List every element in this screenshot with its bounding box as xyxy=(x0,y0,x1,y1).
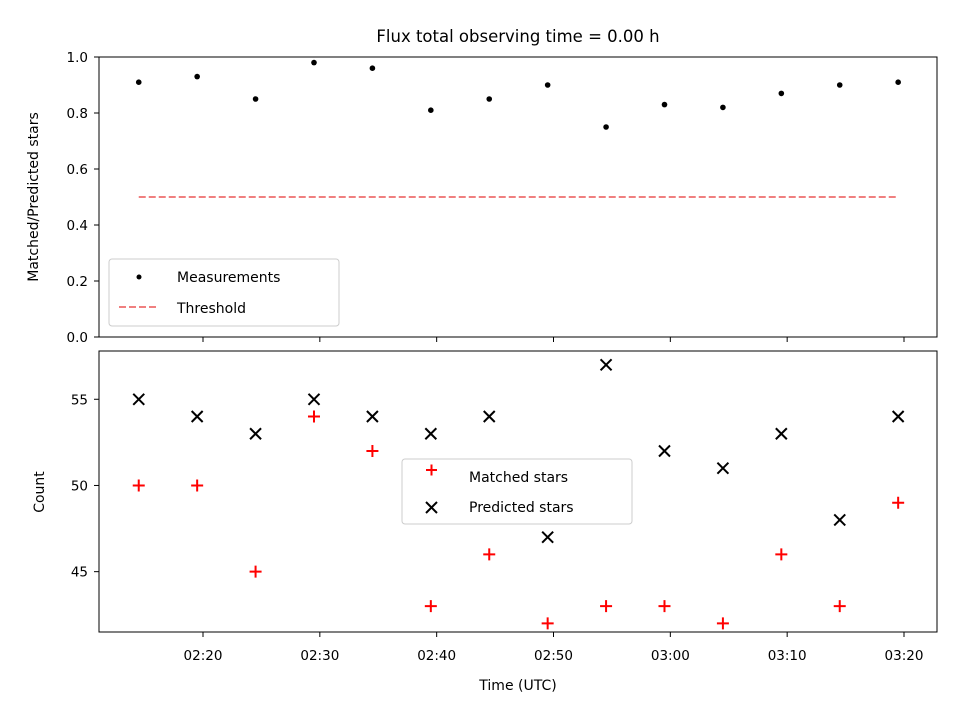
predicted-star-point xyxy=(541,530,554,544)
legend-matched-marker xyxy=(426,464,437,476)
bottom-y-tick-label: 55 xyxy=(71,392,88,408)
x-axis-label: Time (UTC) xyxy=(478,678,556,694)
top-y-tick-label: 0.4 xyxy=(67,218,88,234)
measurement-point xyxy=(836,82,843,88)
x-tick-label: 03:10 xyxy=(768,648,807,664)
x-tick-label: 02:20 xyxy=(184,648,223,664)
x-tick-label: 02:50 xyxy=(534,648,573,664)
matched-star-point xyxy=(775,548,788,561)
top-axes-frame xyxy=(98,56,938,338)
measurement-point xyxy=(603,124,609,130)
predicted-star-point xyxy=(366,410,379,423)
legend-measurements-marker xyxy=(136,274,142,280)
predicted-star-point xyxy=(891,410,905,423)
measurement-point xyxy=(778,90,785,97)
predicted-star-point xyxy=(190,410,204,423)
x-tick-label: 02:40 xyxy=(417,648,456,664)
measurement-point xyxy=(544,82,551,88)
top-panel: 0.0 0.2 0.4 0.6 0.8 1.0 Flux total observing … xyxy=(26,27,938,346)
measurement-point xyxy=(428,107,434,113)
matched-star-point xyxy=(892,496,905,509)
measurement-point xyxy=(895,79,901,85)
top-legend-box xyxy=(108,258,340,327)
top-y-tick-label: 0.0 xyxy=(67,330,88,346)
matched-star-point xyxy=(658,600,671,613)
predicted-star-point xyxy=(249,427,262,440)
predicted-star-point xyxy=(833,513,846,527)
matched-star-point xyxy=(249,565,262,578)
top-legend: Measurements Threshold xyxy=(108,258,340,327)
predicted-star-point xyxy=(307,393,321,406)
measurement-point xyxy=(720,104,726,111)
x-tick-label: 03:20 xyxy=(885,648,924,664)
top-y-tick-label: 1.0 xyxy=(67,50,88,66)
legend-predicted-label: Predicted stars xyxy=(469,500,574,516)
bottom-y-axis-label: Count xyxy=(32,471,48,513)
predicted-star-point xyxy=(424,427,438,440)
bottom-y-tick-label: 50 xyxy=(71,478,88,494)
matched-star-point xyxy=(132,479,145,492)
matched-star-point xyxy=(307,410,320,423)
bottom-legend: Matched stars Predicted stars xyxy=(401,458,633,525)
measurement-point xyxy=(252,96,259,102)
predicted-star-point xyxy=(599,358,613,371)
measurement-point xyxy=(661,101,668,108)
measurement-point xyxy=(194,73,200,80)
legend-threshold-label: Threshold xyxy=(176,301,246,317)
measurement-point xyxy=(486,96,493,102)
matched-star-point xyxy=(424,600,437,613)
bottom-axes-frame xyxy=(98,350,938,633)
top-y-tick-label: 0.8 xyxy=(67,106,88,122)
legend-matched-label: Matched stars xyxy=(469,470,568,486)
x-tick-label: 02:30 xyxy=(300,648,339,664)
matched-star-point xyxy=(541,617,554,630)
matched-star-point xyxy=(366,444,379,457)
bottom-panel: 45 50 55 02:20 02:30 02:40 02:50 03:00 03:10 03:… xyxy=(32,350,938,694)
matched-star-point xyxy=(483,548,496,561)
predicted-star-point xyxy=(716,462,730,475)
predicted-star-point xyxy=(132,393,145,406)
bottom-legend-box xyxy=(401,458,633,525)
top-y-tick-label: 0.2 xyxy=(67,274,88,290)
chart-title: Flux total observing time = 0.00 h xyxy=(376,27,659,46)
legend-measurements-label: Measurements xyxy=(177,270,280,286)
x-tick-label: 03:00 xyxy=(651,648,690,664)
predicted-star-point xyxy=(483,410,496,423)
legend-predicted-marker xyxy=(425,501,438,514)
measurement-point xyxy=(311,59,317,66)
matched-star-point xyxy=(833,600,846,613)
top-y-tick-label: 0.6 xyxy=(67,162,88,178)
top-y-axis-label: Matched/Predicted stars xyxy=(26,112,42,282)
bottom-y-tick-label: 45 xyxy=(71,565,88,581)
matched-star-point xyxy=(191,479,204,492)
predicted-star-point xyxy=(775,427,788,440)
measurement-point xyxy=(135,79,142,85)
matched-star-point xyxy=(600,600,613,613)
predicted-star-point xyxy=(658,444,671,458)
measurement-point xyxy=(369,65,376,71)
matched-star-point xyxy=(716,617,729,630)
